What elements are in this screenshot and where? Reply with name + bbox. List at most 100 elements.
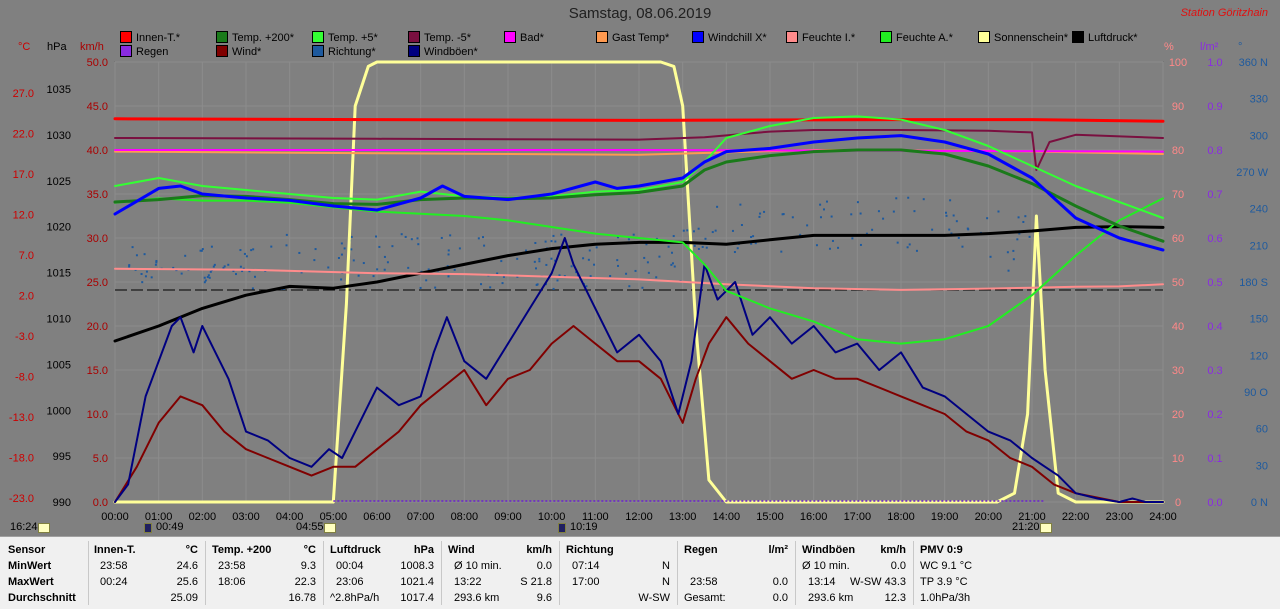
series-line [114, 237, 1164, 503]
legend-swatch [120, 45, 132, 57]
direction-tick-label: 240 [1250, 204, 1268, 216]
stats-temp200-max: 22.3 [294, 576, 316, 588]
legend-item: Windböen* [408, 45, 478, 58]
sun-icon [324, 523, 336, 533]
x-tick-label: 15:00 [756, 511, 784, 523]
direction-point [752, 235, 755, 238]
stats-pmv-r3: 1.0hPa/3h [920, 592, 971, 604]
legend-swatch [408, 31, 420, 43]
direction-point [828, 247, 831, 250]
stats-temp200-unit: °C [303, 544, 316, 556]
direction-point [856, 201, 859, 204]
direction-point [533, 260, 536, 263]
direction-point [906, 246, 909, 249]
direction-point [376, 268, 379, 271]
direction-point [372, 275, 375, 278]
direction-point [763, 210, 766, 213]
direction-point [1022, 220, 1025, 223]
direction-point [716, 205, 719, 208]
direction-point [859, 243, 862, 246]
pressure-tick-label: 1015 [47, 268, 71, 280]
direction-point [1006, 251, 1009, 254]
direction-point [1016, 238, 1019, 241]
direction-point [425, 279, 428, 282]
direction-point [327, 266, 330, 269]
direction-point [948, 228, 951, 231]
direction-point [952, 214, 955, 217]
legend-item: Gast Temp* [596, 31, 669, 44]
direction-point [446, 265, 449, 268]
wind-tick-label: 30.0 [87, 233, 108, 245]
direction-point [212, 265, 215, 268]
legend-label: Temp. -5* [424, 32, 472, 44]
humidity-tick-label: 0 [1175, 497, 1181, 509]
legend-swatch [504, 31, 516, 43]
direction-point [434, 286, 437, 289]
direction-point [754, 242, 757, 245]
series-line [114, 115, 1164, 219]
direction-point [819, 216, 822, 219]
x-tick-label: 24:00 [1149, 511, 1177, 523]
stats-wind-r2-label: 13:22 [454, 576, 482, 588]
x-tick-label: 19:00 [931, 511, 959, 523]
humidity-tick-label: 40 [1172, 321, 1184, 333]
direction-point [714, 229, 717, 232]
direction-point [250, 249, 253, 252]
direction-point [447, 275, 450, 278]
direction-point [701, 245, 704, 248]
stats-wind-r1-value: 0.0 [536, 560, 552, 572]
direction-point [143, 253, 146, 256]
legend-item: Windchill X* [692, 31, 767, 44]
direction-point [671, 262, 674, 265]
legend-item: Temp. +5* [312, 31, 378, 44]
stats-label-max: MaxWert [8, 576, 54, 588]
time-marker-label: 00:49 [156, 521, 184, 533]
rain-tick-label: 0.1 [1207, 453, 1222, 465]
direction-point [955, 220, 958, 223]
x-tick-label: 12:00 [625, 511, 653, 523]
x-tick-label: 09:00 [494, 511, 522, 523]
direction-point [697, 227, 700, 230]
direction-point [997, 210, 1000, 213]
direction-tick-label: 360 N [1239, 57, 1268, 69]
moon-icon [144, 523, 152, 533]
humidity-tick-label: 60 [1172, 233, 1184, 245]
direction-point [391, 245, 394, 248]
direction-point [343, 247, 346, 250]
direction-point [453, 268, 456, 271]
stats-innen-max: 25.6 [176, 576, 198, 588]
direction-point [913, 210, 916, 213]
time-marker-label: 16:24 [10, 521, 38, 533]
direction-point [141, 281, 144, 284]
direction-point [232, 269, 235, 272]
direction-tick-label: 90 O [1244, 387, 1268, 399]
pressure-tick-label: 1010 [47, 314, 71, 326]
stats-regen-r2-value: 0.0 [772, 576, 788, 588]
x-tick-label: 02:00 [189, 511, 217, 523]
stats-pmv-r2: TP 3.9 °C [920, 576, 968, 588]
series-line [113, 134, 1165, 252]
stats-pmv-r1: WC 9.1 °C [920, 560, 973, 572]
stats-wind-unit: km/h [526, 544, 552, 556]
direction-point [201, 248, 204, 251]
direction-point [222, 266, 225, 269]
x-tick-label: 18:00 [887, 511, 915, 523]
direction-tick-label: 150 [1250, 314, 1268, 326]
direction-point [616, 236, 619, 239]
direction-point [251, 287, 254, 290]
direction-point [128, 264, 131, 267]
legend-swatch [880, 31, 892, 43]
direction-point [544, 240, 547, 243]
stats-luftdruck-trend: ^2.8hPa/h [330, 592, 380, 604]
stats-pmv-title: PMV 0:9 [920, 544, 963, 556]
stats-luftdruck-title: Luftdruck [330, 544, 381, 556]
direction-point [672, 235, 675, 238]
legend-item: Richtung* [312, 45, 376, 58]
direction-point [180, 272, 183, 275]
chart-title: Samstag, 08.06.2019 [568, 5, 712, 22]
x-tick-label: 13:00 [669, 511, 697, 523]
temp-tick-label: -3.0 [15, 331, 34, 343]
direction-point [625, 272, 628, 275]
direction-point [587, 258, 590, 261]
direction-point [645, 243, 648, 246]
